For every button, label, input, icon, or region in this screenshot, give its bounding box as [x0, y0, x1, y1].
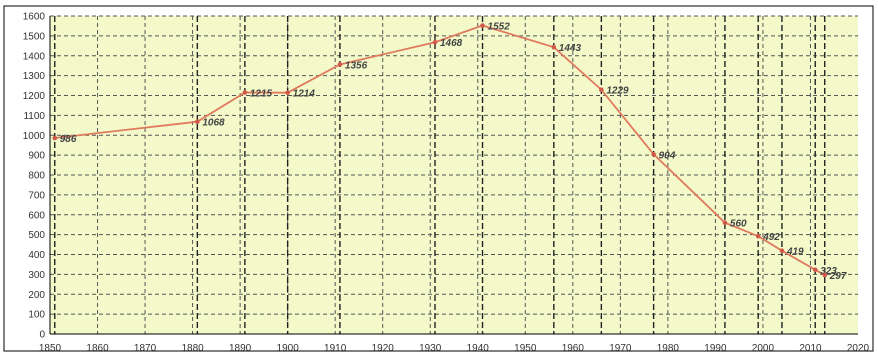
y-tick-label: 200: [28, 290, 45, 301]
x-tick-label: 1960: [562, 343, 585, 353]
data-point: [242, 90, 248, 95]
y-tick-label: 900: [28, 151, 45, 162]
y-tick-label: 300: [28, 270, 45, 281]
x-tick-label: 1900: [277, 343, 300, 353]
x-tick-label: 2020: [847, 343, 870, 353]
data-label: 1356: [345, 60, 368, 71]
y-tick-label: 1600: [23, 12, 46, 23]
y-tick-label: 500: [28, 230, 45, 241]
y-tick-label: 1200: [23, 91, 46, 102]
data-point: [195, 119, 200, 125]
x-tick-label: 1860: [86, 343, 109, 353]
x-tick-label: 1980: [657, 343, 680, 353]
x-tick-label: 1940: [467, 343, 490, 353]
data-label: 904: [659, 150, 676, 161]
y-tick-label: 400: [28, 250, 45, 261]
y-tick-label: 1000: [23, 131, 46, 142]
data-point: [651, 152, 656, 157]
y-tick-label: 100: [28, 310, 45, 321]
data-point: [432, 39, 438, 45]
data-label: 1552: [488, 22, 511, 33]
data-point: [337, 62, 343, 67]
data-label: 419: [786, 247, 804, 258]
x-tick-label: 1920: [372, 343, 395, 353]
y-tick-label: 0: [39, 330, 45, 341]
y-tick-label: 800: [28, 171, 45, 182]
x-tick-label: 1890: [229, 343, 252, 353]
data-point: [779, 248, 785, 254]
x-tick-label: 1850: [39, 343, 62, 353]
data-label: 297: [829, 271, 847, 282]
data-point: [599, 87, 604, 93]
data-label: 492: [762, 232, 780, 243]
y-tick-label: 600: [28, 210, 45, 221]
data-point: [812, 267, 818, 273]
x-tick-label: 1950: [514, 343, 537, 353]
data-point: [755, 233, 761, 239]
data-point: [722, 220, 728, 225]
data-label: 1215: [250, 89, 273, 100]
x-tick-label: 1870: [134, 343, 157, 353]
x-tick-label: 1990: [704, 343, 727, 353]
x-tick-label: 1910: [324, 343, 347, 353]
data-point: [480, 23, 485, 28]
data-label: 1068: [202, 118, 225, 129]
data-label: 986: [60, 134, 77, 145]
x-tick-label: 2000: [752, 343, 775, 353]
data-label: 323: [820, 266, 837, 277]
y-tick-label: 1400: [23, 51, 46, 62]
y-tick-label: 1500: [23, 31, 46, 42]
data-point: [52, 135, 58, 141]
data-point: [822, 272, 828, 278]
data-label: 1229: [606, 86, 629, 97]
data-label: 1214: [293, 89, 316, 100]
y-tick-label: 700: [28, 190, 45, 201]
data-point: [285, 90, 290, 96]
data-label: 560: [730, 219, 747, 230]
data-point: [551, 44, 557, 50]
x-tick-label: 1970: [609, 343, 632, 353]
x-tick-label: 1880: [181, 343, 204, 353]
data-label: 1443: [559, 43, 582, 54]
y-tick-label: 1100: [23, 111, 45, 122]
x-tick-label: 1930: [419, 343, 442, 353]
x-tick-label: 2010: [799, 343, 822, 353]
data-label: 1468: [440, 38, 463, 49]
y-tick-label: 1300: [23, 71, 46, 82]
